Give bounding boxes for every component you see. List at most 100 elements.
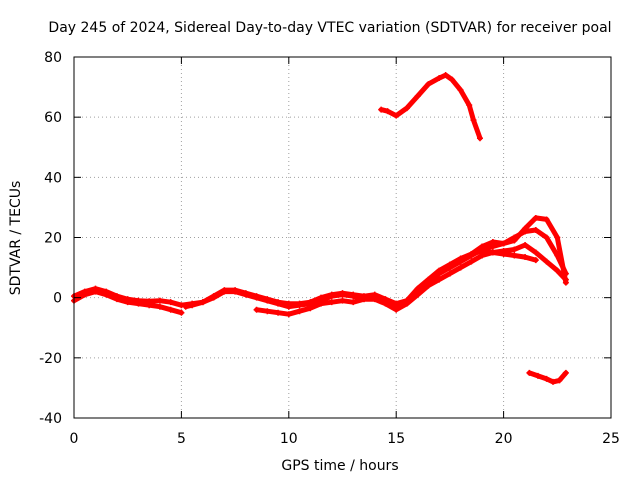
data-point-track-4 — [371, 294, 378, 301]
data-point-track-5 — [500, 240, 507, 247]
data-point-track-7 — [556, 377, 563, 384]
data-point-track-3 — [318, 294, 325, 301]
data-point-track-6 — [457, 87, 464, 94]
data-point-track-5 — [562, 279, 569, 286]
y-tick-label: -20 — [39, 351, 62, 367]
data-point-track-6 — [449, 76, 456, 83]
data-point-track-4 — [511, 252, 518, 259]
data-point-track-4 — [307, 305, 314, 312]
data-point-track-2 — [92, 288, 99, 295]
y-tick-label: 80 — [44, 50, 62, 66]
data-point-track-1 — [436, 276, 443, 283]
data-point-track-4 — [403, 297, 410, 304]
data-point-track-6 — [476, 135, 483, 142]
data-point-track-7 — [550, 378, 557, 385]
data-point-track-3 — [199, 299, 206, 306]
data-point-track-2 — [81, 291, 88, 298]
data-point-track-1 — [543, 258, 550, 265]
data-point-track-7 — [526, 369, 533, 376]
data-point-track-5 — [468, 251, 475, 258]
data-point-track-4 — [522, 254, 529, 261]
x-tick-label: 20 — [495, 431, 513, 447]
chart-title: Day 245 of 2024, Sidereal Day-to-day VTE… — [48, 20, 611, 36]
series-group — [71, 72, 569, 385]
data-point-track-4 — [425, 276, 432, 283]
data-point-track-3 — [242, 290, 249, 297]
data-point-track-1 — [457, 264, 464, 271]
data-point-track-5 — [554, 234, 561, 241]
data-point-track-1 — [511, 246, 518, 253]
data-point-track-6 — [436, 75, 443, 82]
x-axis-label: GPS time / hours — [281, 458, 398, 474]
data-point-track-3 — [210, 293, 217, 300]
data-point-track-7 — [534, 372, 541, 379]
data-point-track-3 — [264, 296, 271, 303]
data-point-track-6 — [425, 81, 432, 88]
data-point-track-5 — [532, 214, 539, 221]
data-point-track-5 — [511, 237, 518, 244]
data-point-track-4 — [393, 303, 400, 310]
data-point-track-3 — [296, 300, 303, 307]
data-point-track-1 — [522, 242, 529, 249]
data-point-track-6 — [403, 105, 410, 112]
data-point-track-4 — [457, 255, 464, 262]
series-line-track-5 — [468, 215, 569, 286]
data-point-track-1 — [532, 249, 539, 256]
x-tick-label: 5 — [177, 431, 186, 447]
data-point-track-4 — [500, 251, 507, 258]
data-point-track-4 — [339, 297, 346, 304]
data-point-track-1 — [167, 299, 174, 306]
data-point-track-4 — [285, 311, 292, 318]
data-point-track-4 — [328, 299, 335, 306]
data-point-track-4 — [446, 261, 453, 268]
data-point-track-2 — [103, 291, 110, 298]
data-point-track-1 — [178, 302, 185, 309]
data-point-track-3 — [350, 291, 357, 298]
data-point-track-4 — [382, 299, 389, 306]
data-point-track-2 — [146, 302, 153, 309]
data-point-track-4 — [532, 257, 539, 264]
data-point-track-5 — [522, 225, 529, 232]
data-point-track-4 — [350, 299, 357, 306]
data-point-track-3 — [532, 226, 539, 233]
y-tick-label: 40 — [44, 170, 62, 186]
data-point-track-3 — [221, 287, 228, 294]
data-point-track-4 — [296, 308, 303, 315]
data-point-track-6 — [414, 93, 421, 100]
x-tick-label: 0 — [70, 431, 79, 447]
data-point-track-3 — [328, 291, 335, 298]
data-point-track-3 — [285, 300, 292, 307]
data-point-track-1 — [156, 297, 163, 304]
data-point-track-4 — [489, 249, 496, 256]
data-point-track-2 — [167, 306, 174, 313]
data-point-track-7 — [562, 369, 569, 376]
data-point-track-5 — [543, 216, 550, 223]
data-point-track-6 — [384, 108, 391, 115]
data-point-track-2 — [135, 300, 142, 307]
data-point-track-4 — [275, 309, 282, 316]
data-point-track-1 — [468, 258, 475, 265]
x-tick-label: 25 — [602, 431, 620, 447]
data-point-track-3 — [339, 290, 346, 297]
data-point-track-3 — [253, 293, 260, 300]
y-axis-label: SDTVAR / TECUs — [8, 181, 24, 296]
data-point-track-6 — [378, 106, 385, 113]
data-point-track-4 — [264, 308, 271, 315]
data-point-track-3 — [189, 302, 196, 309]
axis-ticks — [73, 56, 612, 419]
x-tick-labels: 0 5 10 15 20 25 — [70, 431, 620, 447]
y-tick-labels: -40 -20 0 20 40 60 80 — [39, 50, 62, 427]
data-point-track-4 — [436, 267, 443, 274]
data-point-track-5 — [479, 243, 486, 250]
data-point-track-6 — [470, 117, 477, 124]
data-point-track-6 — [442, 72, 449, 79]
data-point-track-2 — [113, 296, 120, 303]
y-tick-label: 0 — [53, 291, 62, 307]
data-point-track-6 — [466, 102, 473, 109]
data-point-track-7 — [543, 375, 550, 382]
data-point-track-6 — [393, 112, 400, 119]
data-point-track-4 — [414, 285, 421, 292]
grid — [74, 57, 611, 418]
data-point-track-4 — [360, 296, 367, 303]
